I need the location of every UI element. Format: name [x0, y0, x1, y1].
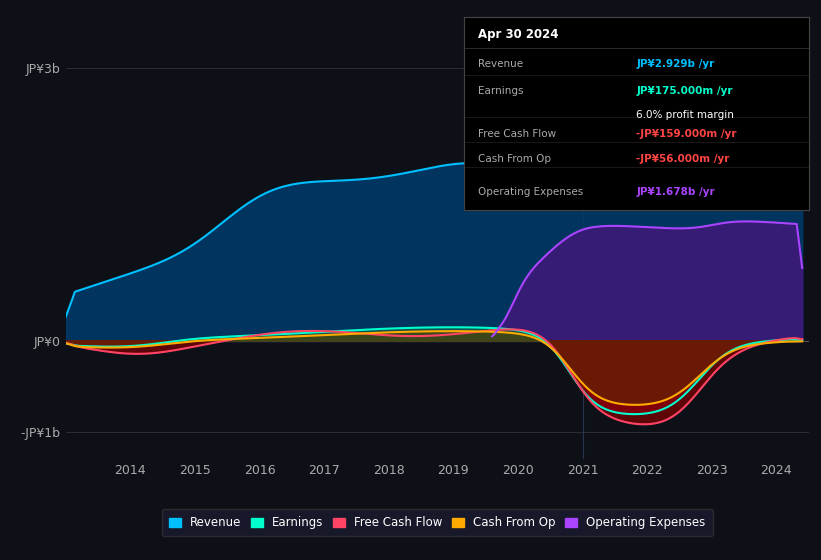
Legend: Revenue, Earnings, Free Cash Flow, Cash From Op, Operating Expenses: Revenue, Earnings, Free Cash Flow, Cash … [162, 509, 713, 536]
Text: -JP¥159.000m /yr: -JP¥159.000m /yr [636, 129, 736, 139]
Text: Apr 30 2024: Apr 30 2024 [478, 29, 558, 41]
Text: JP¥2.929b /yr: JP¥2.929b /yr [636, 59, 714, 69]
Text: -JP¥56.000m /yr: -JP¥56.000m /yr [636, 154, 730, 164]
Text: JP¥175.000m /yr: JP¥175.000m /yr [636, 86, 733, 96]
Text: 6.0% profit margin: 6.0% profit margin [636, 110, 734, 119]
Text: Operating Expenses: Operating Expenses [478, 187, 583, 197]
Text: JP¥1.678b /yr: JP¥1.678b /yr [636, 187, 715, 197]
Text: Revenue: Revenue [478, 59, 523, 69]
Text: Earnings: Earnings [478, 86, 523, 96]
Text: Free Cash Flow: Free Cash Flow [478, 129, 556, 139]
Text: Cash From Op: Cash From Op [478, 154, 551, 164]
